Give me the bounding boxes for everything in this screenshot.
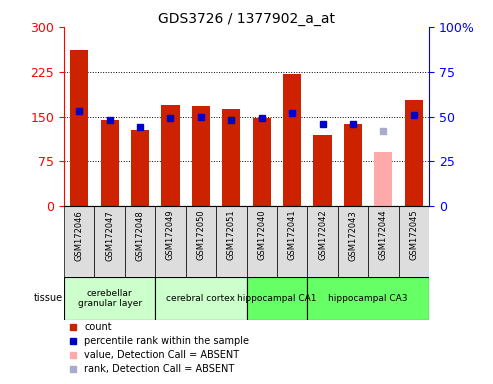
Text: GSM172043: GSM172043 [349,210,357,261]
Bar [95,206,125,277]
Bar [192,106,210,206]
Bar [277,206,307,277]
Bar [405,100,423,206]
Bar [222,109,241,206]
Bar [64,277,155,319]
Text: GSM172042: GSM172042 [318,210,327,260]
Text: GSM172041: GSM172041 [287,210,297,260]
Text: GSM172051: GSM172051 [227,210,236,260]
Bar [368,206,398,277]
Text: GSM172045: GSM172045 [409,210,418,260]
Text: cerebellar
granular layer: cerebellar granular layer [77,289,142,308]
Text: GSM172047: GSM172047 [105,210,114,261]
Bar [131,130,149,206]
Bar [64,206,95,277]
Bar [252,118,271,206]
Bar [246,277,307,319]
Text: value, Detection Call = ABSENT: value, Detection Call = ABSENT [84,350,239,360]
Text: GSM172050: GSM172050 [196,210,206,260]
Bar [246,206,277,277]
Text: GSM172044: GSM172044 [379,210,388,260]
Bar [307,277,429,319]
Bar [186,206,216,277]
Bar [155,206,186,277]
Text: hippocampal CA1: hippocampal CA1 [237,294,317,303]
Bar [155,277,246,319]
Bar [161,104,179,206]
Bar [216,206,246,277]
Text: GSM172046: GSM172046 [75,210,84,261]
Title: GDS3726 / 1377902_a_at: GDS3726 / 1377902_a_at [158,12,335,26]
Bar [283,73,301,206]
Bar [70,50,88,206]
Text: hippocampal CA3: hippocampal CA3 [328,294,408,303]
Text: percentile rank within the sample: percentile rank within the sample [84,336,249,346]
Bar [344,124,362,206]
Bar [314,134,332,206]
Text: GSM172048: GSM172048 [136,210,144,261]
Bar [374,152,392,206]
Bar [101,119,119,206]
Text: count: count [84,322,112,332]
Bar [125,206,155,277]
Text: cerebral cortex: cerebral cortex [167,294,235,303]
Bar [338,206,368,277]
Text: GSM172040: GSM172040 [257,210,266,260]
Bar [307,206,338,277]
Text: GSM172049: GSM172049 [166,210,175,260]
Text: tissue: tissue [34,293,63,303]
Bar [398,206,429,277]
Text: rank, Detection Call = ABSENT: rank, Detection Call = ABSENT [84,364,234,374]
